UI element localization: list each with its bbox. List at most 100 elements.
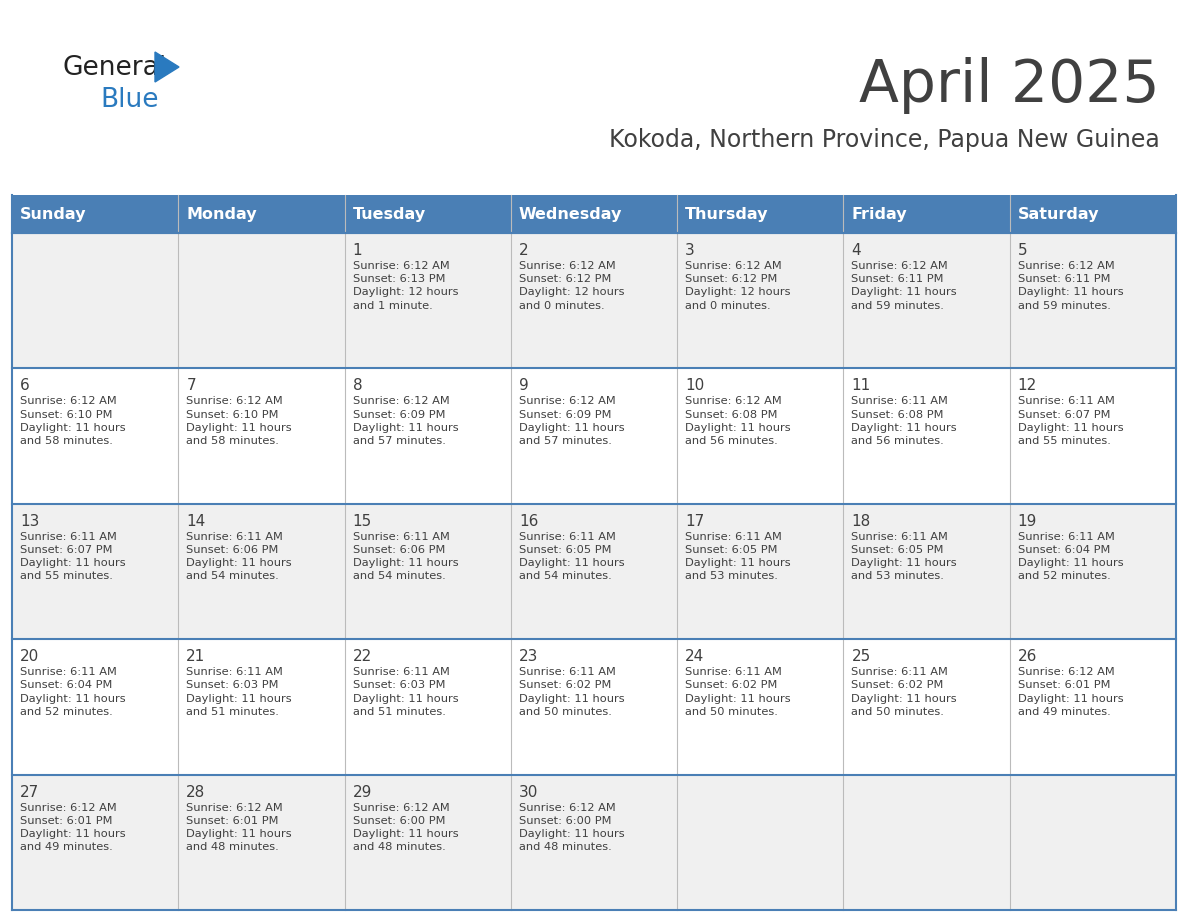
Text: Saturday: Saturday bbox=[1018, 207, 1099, 221]
Bar bbox=[345, 368, 511, 504]
Text: Sunrise: 6:12 AM
Sunset: 6:10 PM
Daylight: 11 hours
and 58 minutes.: Sunrise: 6:12 AM Sunset: 6:10 PM Dayligh… bbox=[187, 397, 292, 446]
Text: Sunrise: 6:11 AM
Sunset: 6:07 PM
Daylight: 11 hours
and 55 minutes.: Sunrise: 6:11 AM Sunset: 6:07 PM Dayligh… bbox=[1018, 397, 1124, 446]
Bar bbox=[178, 639, 345, 775]
Text: Sunrise: 6:11 AM
Sunset: 6:04 PM
Daylight: 11 hours
and 52 minutes.: Sunrise: 6:11 AM Sunset: 6:04 PM Dayligh… bbox=[20, 667, 126, 717]
Bar bbox=[178, 233, 345, 368]
Text: 14: 14 bbox=[187, 514, 206, 529]
Text: 27: 27 bbox=[20, 785, 39, 800]
Text: 1: 1 bbox=[353, 243, 362, 258]
Text: Sunrise: 6:11 AM
Sunset: 6:02 PM
Daylight: 11 hours
and 50 minutes.: Sunrise: 6:11 AM Sunset: 6:02 PM Dayligh… bbox=[519, 667, 625, 717]
Bar bbox=[677, 504, 843, 639]
Bar bbox=[12, 233, 178, 368]
Text: Sunrise: 6:12 AM
Sunset: 6:12 PM
Daylight: 12 hours
and 0 minutes.: Sunrise: 6:12 AM Sunset: 6:12 PM Dayligh… bbox=[519, 261, 625, 310]
Bar bbox=[511, 639, 677, 775]
Text: 25: 25 bbox=[852, 649, 871, 665]
Text: 8: 8 bbox=[353, 378, 362, 394]
Bar bbox=[1010, 504, 1176, 639]
Text: 6: 6 bbox=[20, 378, 30, 394]
Text: Friday: Friday bbox=[852, 207, 908, 221]
Bar bbox=[511, 195, 677, 233]
Bar bbox=[1010, 775, 1176, 910]
Text: Sunrise: 6:12 AM
Sunset: 6:01 PM
Daylight: 11 hours
and 48 minutes.: Sunrise: 6:12 AM Sunset: 6:01 PM Dayligh… bbox=[187, 802, 292, 852]
Text: Sunrise: 6:12 AM
Sunset: 6:11 PM
Daylight: 11 hours
and 59 minutes.: Sunrise: 6:12 AM Sunset: 6:11 PM Dayligh… bbox=[852, 261, 958, 310]
Text: Sunrise: 6:12 AM
Sunset: 6:11 PM
Daylight: 11 hours
and 59 minutes.: Sunrise: 6:12 AM Sunset: 6:11 PM Dayligh… bbox=[1018, 261, 1124, 310]
Text: 12: 12 bbox=[1018, 378, 1037, 394]
Bar bbox=[511, 368, 677, 504]
Text: Sunrise: 6:12 AM
Sunset: 6:00 PM
Daylight: 11 hours
and 48 minutes.: Sunrise: 6:12 AM Sunset: 6:00 PM Dayligh… bbox=[519, 802, 625, 852]
Text: General: General bbox=[62, 55, 166, 81]
Bar bbox=[1010, 233, 1176, 368]
Text: Sunrise: 6:11 AM
Sunset: 6:04 PM
Daylight: 11 hours
and 52 minutes.: Sunrise: 6:11 AM Sunset: 6:04 PM Dayligh… bbox=[1018, 532, 1124, 581]
Text: Sunrise: 6:12 AM
Sunset: 6:01 PM
Daylight: 11 hours
and 49 minutes.: Sunrise: 6:12 AM Sunset: 6:01 PM Dayligh… bbox=[20, 802, 126, 852]
Text: Wednesday: Wednesday bbox=[519, 207, 623, 221]
Text: Sunrise: 6:12 AM
Sunset: 6:09 PM
Daylight: 11 hours
and 57 minutes.: Sunrise: 6:12 AM Sunset: 6:09 PM Dayligh… bbox=[519, 397, 625, 446]
Bar bbox=[677, 775, 843, 910]
Text: Sunrise: 6:11 AM
Sunset: 6:02 PM
Daylight: 11 hours
and 50 minutes.: Sunrise: 6:11 AM Sunset: 6:02 PM Dayligh… bbox=[852, 667, 958, 717]
Polygon shape bbox=[154, 52, 179, 82]
Text: Sunrise: 6:12 AM
Sunset: 6:09 PM
Daylight: 11 hours
and 57 minutes.: Sunrise: 6:12 AM Sunset: 6:09 PM Dayligh… bbox=[353, 397, 459, 446]
Text: Sunrise: 6:11 AM
Sunset: 6:02 PM
Daylight: 11 hours
and 50 minutes.: Sunrise: 6:11 AM Sunset: 6:02 PM Dayligh… bbox=[685, 667, 791, 717]
Text: Sunrise: 6:11 AM
Sunset: 6:05 PM
Daylight: 11 hours
and 53 minutes.: Sunrise: 6:11 AM Sunset: 6:05 PM Dayligh… bbox=[852, 532, 958, 581]
Text: 2: 2 bbox=[519, 243, 529, 258]
Text: Sunrise: 6:11 AM
Sunset: 6:03 PM
Daylight: 11 hours
and 51 minutes.: Sunrise: 6:11 AM Sunset: 6:03 PM Dayligh… bbox=[187, 667, 292, 717]
Bar bbox=[677, 368, 843, 504]
Text: 10: 10 bbox=[685, 378, 704, 394]
Bar bbox=[1010, 639, 1176, 775]
Text: Sunrise: 6:12 AM
Sunset: 6:13 PM
Daylight: 12 hours
and 1 minute.: Sunrise: 6:12 AM Sunset: 6:13 PM Dayligh… bbox=[353, 261, 459, 310]
Text: 23: 23 bbox=[519, 649, 538, 665]
Text: 30: 30 bbox=[519, 785, 538, 800]
Text: 7: 7 bbox=[187, 378, 196, 394]
Bar bbox=[843, 504, 1010, 639]
Text: 9: 9 bbox=[519, 378, 529, 394]
Text: Tuesday: Tuesday bbox=[353, 207, 425, 221]
Bar bbox=[12, 639, 178, 775]
Text: 18: 18 bbox=[852, 514, 871, 529]
Text: 22: 22 bbox=[353, 649, 372, 665]
Text: Sunrise: 6:11 AM
Sunset: 6:06 PM
Daylight: 11 hours
and 54 minutes.: Sunrise: 6:11 AM Sunset: 6:06 PM Dayligh… bbox=[187, 532, 292, 581]
Bar bbox=[843, 195, 1010, 233]
Text: Sunrise: 6:12 AM
Sunset: 6:12 PM
Daylight: 12 hours
and 0 minutes.: Sunrise: 6:12 AM Sunset: 6:12 PM Dayligh… bbox=[685, 261, 791, 310]
Text: 21: 21 bbox=[187, 649, 206, 665]
Text: 16: 16 bbox=[519, 514, 538, 529]
Bar bbox=[345, 504, 511, 639]
Bar bbox=[345, 639, 511, 775]
Bar bbox=[843, 639, 1010, 775]
Text: 5: 5 bbox=[1018, 243, 1028, 258]
Text: Blue: Blue bbox=[100, 87, 158, 113]
Text: 17: 17 bbox=[685, 514, 704, 529]
Text: Sunrise: 6:11 AM
Sunset: 6:08 PM
Daylight: 11 hours
and 56 minutes.: Sunrise: 6:11 AM Sunset: 6:08 PM Dayligh… bbox=[852, 397, 958, 446]
Text: 15: 15 bbox=[353, 514, 372, 529]
Text: 24: 24 bbox=[685, 649, 704, 665]
Bar bbox=[843, 775, 1010, 910]
Bar bbox=[12, 368, 178, 504]
Text: Sunrise: 6:12 AM
Sunset: 6:00 PM
Daylight: 11 hours
and 48 minutes.: Sunrise: 6:12 AM Sunset: 6:00 PM Dayligh… bbox=[353, 802, 459, 852]
Bar bbox=[1010, 195, 1176, 233]
Bar bbox=[511, 775, 677, 910]
Bar bbox=[178, 368, 345, 504]
Bar bbox=[1010, 368, 1176, 504]
Bar bbox=[843, 233, 1010, 368]
Bar bbox=[843, 368, 1010, 504]
Bar bbox=[178, 195, 345, 233]
Text: Monday: Monday bbox=[187, 207, 257, 221]
Text: Sunrise: 6:11 AM
Sunset: 6:05 PM
Daylight: 11 hours
and 53 minutes.: Sunrise: 6:11 AM Sunset: 6:05 PM Dayligh… bbox=[685, 532, 791, 581]
Text: 19: 19 bbox=[1018, 514, 1037, 529]
Text: 3: 3 bbox=[685, 243, 695, 258]
Bar bbox=[12, 775, 178, 910]
Text: 28: 28 bbox=[187, 785, 206, 800]
Bar bbox=[511, 504, 677, 639]
Bar bbox=[511, 233, 677, 368]
Text: 4: 4 bbox=[852, 243, 861, 258]
Bar bbox=[677, 195, 843, 233]
Text: April 2025: April 2025 bbox=[859, 57, 1159, 114]
Text: Sunrise: 6:11 AM
Sunset: 6:05 PM
Daylight: 11 hours
and 54 minutes.: Sunrise: 6:11 AM Sunset: 6:05 PM Dayligh… bbox=[519, 532, 625, 581]
Text: Sunrise: 6:11 AM
Sunset: 6:06 PM
Daylight: 11 hours
and 54 minutes.: Sunrise: 6:11 AM Sunset: 6:06 PM Dayligh… bbox=[353, 532, 459, 581]
Text: Sunrise: 6:12 AM
Sunset: 6:01 PM
Daylight: 11 hours
and 49 minutes.: Sunrise: 6:12 AM Sunset: 6:01 PM Dayligh… bbox=[1018, 667, 1124, 717]
Bar bbox=[12, 504, 178, 639]
Bar bbox=[677, 639, 843, 775]
Text: 11: 11 bbox=[852, 378, 871, 394]
Text: Sunrise: 6:12 AM
Sunset: 6:08 PM
Daylight: 11 hours
and 56 minutes.: Sunrise: 6:12 AM Sunset: 6:08 PM Dayligh… bbox=[685, 397, 791, 446]
Text: 20: 20 bbox=[20, 649, 39, 665]
Bar bbox=[178, 504, 345, 639]
Text: Sunday: Sunday bbox=[20, 207, 87, 221]
